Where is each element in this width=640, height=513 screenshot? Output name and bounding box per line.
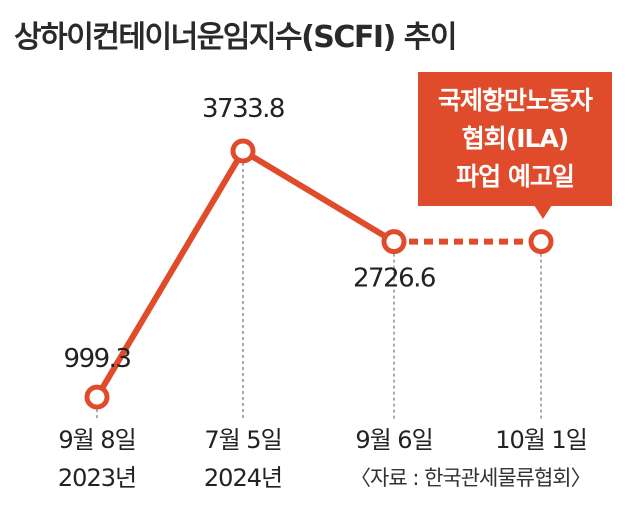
data-label-1: 3733.8 <box>202 94 284 124</box>
x-tick-label-3: 10월 1일 <box>495 426 587 454</box>
data-labels: 999.3 3733.8 2726.6 <box>64 94 437 374</box>
data-point-1 <box>230 138 256 164</box>
callout-line-1: 국제항만노동자 <box>437 86 593 115</box>
data-label-0: 999.3 <box>64 344 131 374</box>
data-point-3 <box>528 229 554 255</box>
series-segment-1 <box>241 148 396 245</box>
data-points <box>84 138 554 410</box>
guide-lines <box>96 150 542 420</box>
x-tick-label-0: 9월 8일 <box>58 426 135 454</box>
x-tick-year-1: 2024년 <box>204 464 282 492</box>
callout-pointer <box>534 205 552 219</box>
x-tick-label-1: 7월 5일 <box>204 426 281 454</box>
data-point-0 <box>84 384 110 410</box>
x-tick-label-2: 9월 6일 <box>355 426 432 454</box>
data-point-2 <box>381 229 407 255</box>
series-segment-0 <box>94 149 246 399</box>
x-axis-ticks: 9월 8일 2023년 7월 5일 2024년 9월 6일 10월 1일 <box>58 426 588 492</box>
chart-title: 상하이컨테이너운임지수(SCFI) 추이 <box>14 20 457 55</box>
callout-line-2: 협회(ILA) <box>461 124 569 153</box>
series-lines <box>94 148 541 399</box>
strike-callout: 국제항만노동자 협회(ILA) 파업 예고일 <box>418 72 612 206</box>
x-tick-year-0: 2023년 <box>58 464 136 492</box>
data-label-2: 2726.6 <box>353 264 435 294</box>
source-note: 〈자료 : 한국관세물류협회〉 <box>350 466 592 490</box>
callout-line-3: 파업 예고일 <box>456 162 575 191</box>
